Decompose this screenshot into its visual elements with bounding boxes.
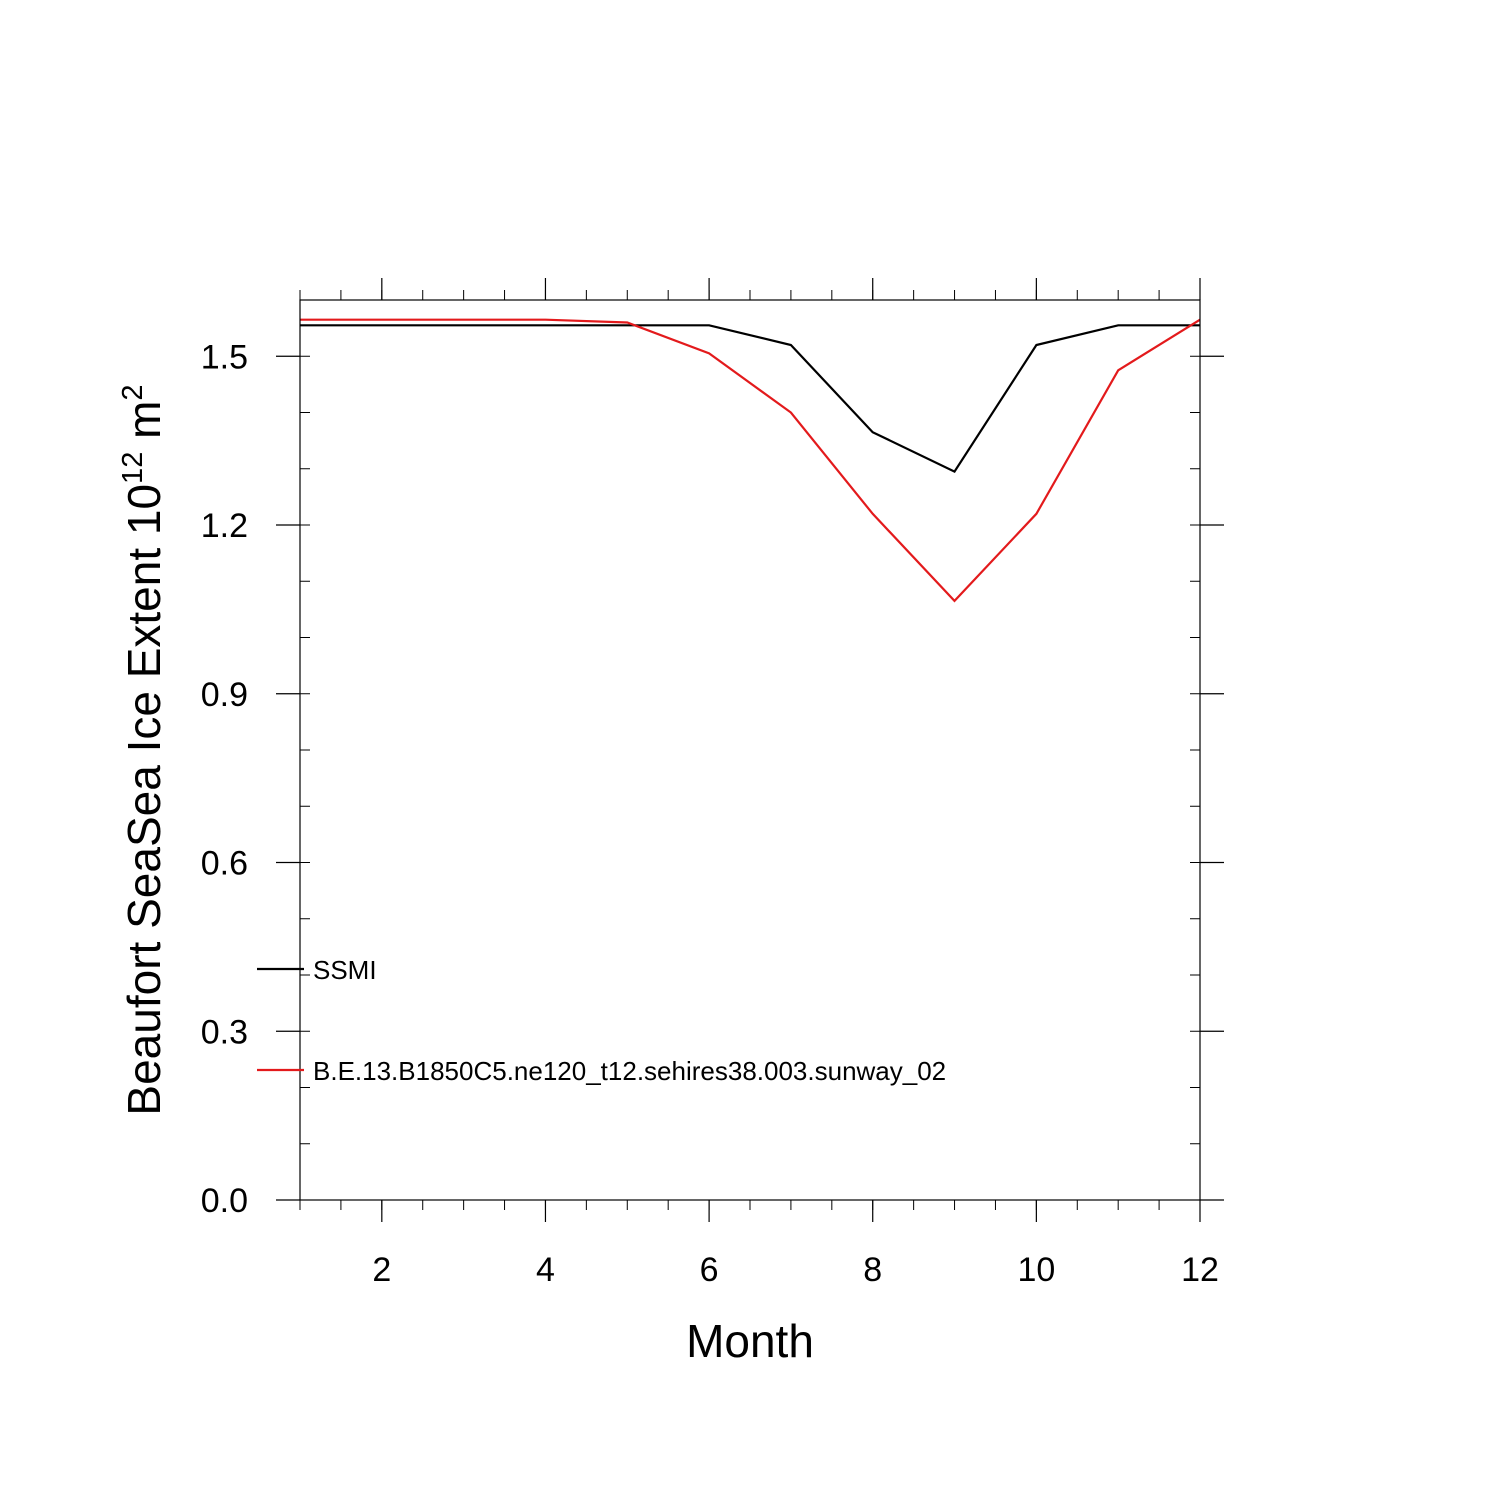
x-tick-label: 4 bbox=[536, 1251, 555, 1289]
x-tick-label: 8 bbox=[863, 1251, 882, 1289]
y-tick-label: 0.0 bbox=[201, 1182, 248, 1220]
y-tick-label: 0.9 bbox=[201, 676, 248, 714]
tick-labels: 2 4 6 8 10 12 0.0 0.3 0.6 0.9 1.2 1.5 bbox=[201, 338, 1219, 1289]
x-tick-label: 10 bbox=[1017, 1251, 1055, 1289]
x-axis-title: Month bbox=[686, 1315, 814, 1367]
legend-label-2: B.E.13.B1850C5.ne120_t12.sehires38.003.s… bbox=[313, 1056, 946, 1086]
x-tick-label: 6 bbox=[700, 1251, 719, 1289]
x-tick-label: 2 bbox=[372, 1251, 391, 1289]
series-line-2 bbox=[300, 318, 1201, 603]
plot-frame bbox=[299, 299, 1201, 1201]
series-line-1 bbox=[300, 324, 1200, 474]
series-layer bbox=[300, 318, 1201, 603]
y-tick-label: 0.3 bbox=[201, 1013, 248, 1051]
legend-label-1: SSMI bbox=[313, 955, 377, 985]
legend: SSMI B.E.13.B1850C5.ne120_t12.sehires38.0… bbox=[257, 955, 946, 1086]
y-axis-title: Beaufort SeaSea Ice Extent 1012 m2 bbox=[117, 384, 170, 1115]
x-tick-label: 12 bbox=[1181, 1251, 1219, 1289]
axis-ticks bbox=[276, 278, 1224, 1222]
y-tick-label: 1.5 bbox=[201, 338, 248, 376]
y-tick-label: 0.6 bbox=[201, 845, 248, 883]
y-tick-label: 1.2 bbox=[201, 507, 248, 545]
